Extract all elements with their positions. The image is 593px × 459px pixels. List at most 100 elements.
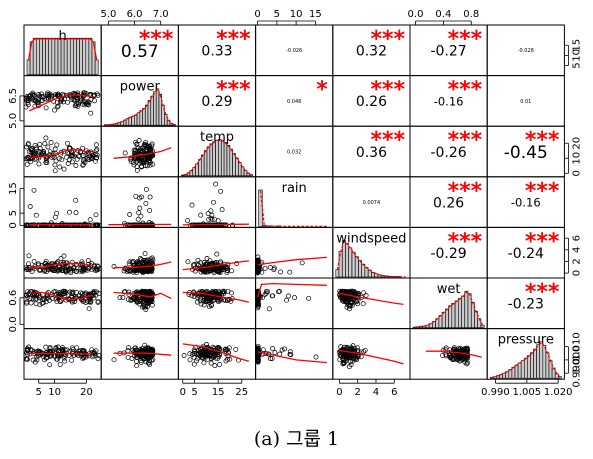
histogram-bar-power [147,100,152,126]
data-point [117,295,123,301]
data-point [52,92,58,98]
data-point [55,91,61,97]
data-point [57,298,63,304]
data-point [191,361,197,367]
data-point [59,267,65,273]
data-point [48,140,54,145]
histogram-bar-temp [209,143,213,177]
data-point [55,259,61,265]
data-point [348,362,354,368]
data-point [80,269,86,274]
scatter-panel-wet-vs-windspeed [337,288,369,312]
data-point [131,159,137,165]
data-point [139,148,145,154]
smooth-line-wet-vs-temp [182,291,250,303]
data-point [138,257,144,263]
data-point [134,164,140,170]
correlation-value: -0.23 [508,297,544,313]
significance-stars: *** [448,128,483,153]
histogram-bar-windspeed [348,247,353,278]
smooth-line-rain-vs-temp [182,223,249,226]
tick-label: 4 [571,247,582,253]
data-point [440,352,446,358]
tick-label: 10 [48,387,61,398]
data-point [138,359,144,365]
data-point [69,298,75,304]
data-point [222,298,228,303]
histogram-bar-h [39,37,43,75]
data-point [447,352,452,358]
data-point [111,264,117,269]
data-point [347,306,352,312]
data-point [129,356,135,361]
data-point [69,259,75,265]
data-point [146,298,152,304]
histogram-bar-temp [226,145,231,177]
data-point [60,346,65,352]
scatter-panel-pressure-vs-rain [255,343,319,365]
smooth-line-windspeed-vs-h [29,262,93,269]
data-point [43,260,48,266]
data-point [145,347,150,353]
data-point [28,147,34,152]
data-point [65,161,71,166]
data-point [31,258,37,264]
tick-label: 10 [571,49,582,62]
data-point [145,355,151,361]
data-point [353,355,359,361]
data-point [133,147,139,153]
tick-label: 5 [36,387,42,398]
data-point [82,160,88,166]
data-point [49,295,55,301]
data-point [71,264,77,270]
data-point [93,268,99,274]
data-point [136,138,142,143]
histogram-bar-h [45,37,49,75]
data-point [198,260,204,266]
histogram-bar-h [66,37,71,75]
histogram-bar-pressure [533,348,537,379]
histogram-bar-power [158,93,163,126]
histogram-bar-pressure [511,366,516,379]
histogram-bar-h [70,37,74,75]
histogram-bar-power [131,115,135,126]
data-point [143,359,149,365]
data-point [355,297,361,303]
correlation-value: -0.26 [430,145,466,161]
data-point [64,154,70,160]
histogram-bar-power [134,114,138,126]
data-point [208,208,214,214]
histogram-bar-wet [464,290,469,328]
data-point [148,347,154,353]
significance-stars: *** [370,128,405,153]
data-point [43,299,49,305]
data-point [64,347,70,353]
data-point [56,156,62,162]
scatter-panel-temp-vs-power [122,138,156,173]
data-point [224,270,230,276]
data-point [278,269,284,275]
histogram-bar-h [94,59,99,75]
data-point [194,299,200,305]
data-point [25,347,31,353]
data-point [62,288,68,294]
data-point [340,296,346,301]
data-point [211,199,216,205]
histogram-bar-windspeed [358,260,363,278]
significance-stars: *** [525,179,560,204]
correlation-value: 0.048 [287,99,301,105]
data-point [93,158,98,164]
data-point [270,346,276,352]
smooth-line-wet-vs-windspeed [339,292,404,306]
data-point [138,289,144,295]
histogram-bar-power [125,118,130,126]
data-point [74,156,80,162]
histogram-bar-pressure [514,364,519,379]
histogram-bar-temp [206,146,211,177]
data-point [363,292,369,298]
data-point [137,205,143,211]
data-point [132,353,138,359]
data-point [95,298,101,304]
data-point [80,356,86,362]
histogram-bar-pressure [542,345,547,379]
